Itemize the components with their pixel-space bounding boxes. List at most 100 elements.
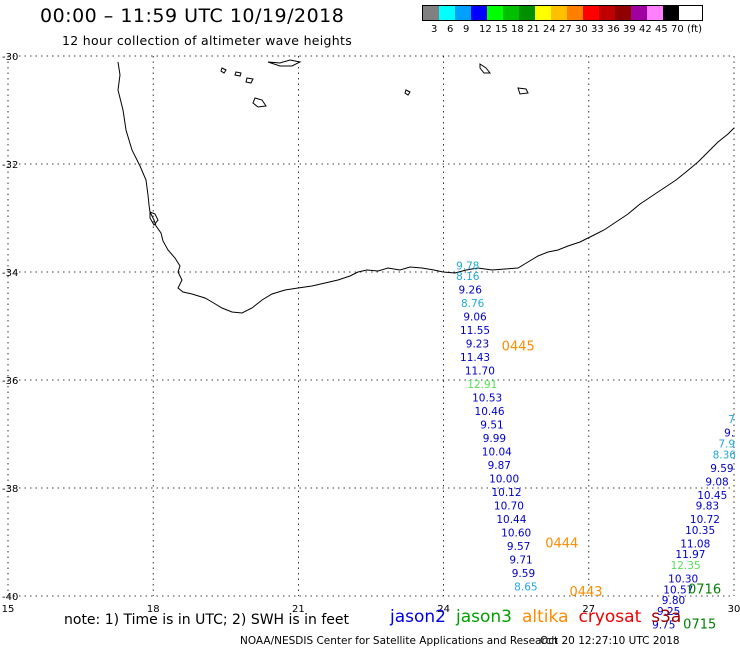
legend-label: 42 — [639, 24, 652, 35]
lat-tick-label: -34 — [2, 268, 18, 279]
swh-reading: 9.75 — [652, 619, 675, 631]
offshore-island-g — [404, 89, 411, 96]
legend-label: 70 — [671, 24, 684, 35]
legend-swatch — [567, 6, 583, 20]
cape-peninsula — [149, 211, 159, 226]
satellite-key-jason3: jason3 — [456, 607, 512, 627]
legend-swatch — [663, 6, 679, 20]
satellite-key-altika: altika — [522, 607, 569, 627]
pass-time-label: 0443 — [569, 585, 602, 600]
legend-label: 27 — [559, 24, 572, 35]
lat-tick-label: -30 — [2, 52, 18, 63]
swh-reading: 11.08 — [680, 538, 710, 550]
legend-label: 33 — [591, 24, 604, 35]
pass-time-label: 0716 — [688, 582, 721, 597]
legend-swatch — [519, 6, 535, 20]
offshore-island-h — [517, 87, 529, 95]
pass-time-label: 0445 — [502, 339, 535, 354]
swh-reading: 10.44 — [496, 514, 526, 526]
swh-reading: 10.46 — [475, 406, 505, 418]
lat-lon-grid: 15 18 21 24 27 30 -30 -32 -34 -36 -38 -40 — [2, 52, 740, 615]
swh-reading: 11.97 — [675, 549, 705, 561]
legend-label: 45 — [655, 24, 668, 35]
swh-reading: 8.76 — [461, 298, 485, 310]
swh-reading: 7 — [728, 414, 735, 426]
pass-time-labels: 0445 0444 0443 0716 0715 — [502, 339, 721, 632]
swh-reading: 10.35 — [685, 525, 715, 537]
lon-tick-label: 30 — [728, 604, 740, 615]
legend-label: 39 — [623, 24, 636, 35]
legend-swatch — [551, 6, 567, 20]
legend-label: 9 — [463, 24, 470, 35]
swh-reading: 9.59 — [512, 568, 535, 580]
offshore-island-e — [267, 59, 302, 67]
lon-tick-label: 27 — [582, 604, 595, 615]
swh-reading: 9.51 — [480, 420, 503, 432]
lon-tick-label: 18 — [147, 604, 160, 615]
swh-reading: 10.72 — [690, 514, 720, 526]
credit-text: NOAA/NESDIS Center for Satellite Applica… — [240, 635, 558, 647]
swh-reading: 10.12 — [491, 487, 521, 499]
swh-reading: 10.53 — [472, 393, 502, 405]
swh-reading: 9.80 — [662, 595, 685, 607]
legend-swatch — [535, 6, 551, 20]
map-title: 00:00 – 11:59 UTC 10/19/2018 — [40, 5, 345, 27]
legend-swatch — [503, 6, 519, 20]
lon-tick-label: 24 — [437, 604, 450, 615]
legend-swatch — [615, 6, 631, 20]
legend-label: 18 — [511, 24, 524, 35]
color-legend: 3 6 9 12 15 18 21 24 27 30 33 36 39 42 45 70 (ft) — [422, 5, 703, 35]
legend-label: 3 — [431, 24, 438, 35]
swh-reading: 9.87 — [488, 460, 511, 472]
legend-swatch — [439, 6, 455, 20]
offshore-island-f — [479, 63, 492, 74]
legend-label: 6 — [447, 24, 454, 35]
swh-reading: 10.00 — [489, 474, 519, 486]
legend-swatch — [647, 6, 663, 20]
lat-tick-label: -36 — [2, 376, 18, 387]
legend-label: 12 — [479, 24, 492, 35]
coastline — [117, 59, 735, 314]
swh-reading: 8.36 — [713, 449, 737, 461]
map-note: note: 1) Time is in UTC; 2) SWH is in fe… — [64, 612, 350, 628]
coastline-path — [117, 61, 735, 314]
legend-label: 30 — [575, 24, 588, 35]
swh-reading: 9.23 — [466, 339, 489, 351]
legend-swatch — [471, 6, 487, 20]
swh-reading: 12.91 — [467, 379, 497, 391]
swh-reading: 9.26 — [459, 285, 483, 297]
swh-reading: 11.55 — [460, 325, 490, 337]
swh-reading: 10.70 — [494, 501, 524, 513]
legend-label: 36 — [607, 24, 620, 35]
legend-label: 15 — [495, 24, 508, 35]
swh-reading: 11.43 — [460, 352, 490, 364]
pass-time-label: 0444 — [545, 536, 578, 551]
offshore-island-a — [220, 67, 227, 74]
legend-swatch — [583, 6, 599, 20]
map-subtitle: 12 hour collection of altimeter wave hei… — [62, 33, 353, 48]
legend-label: 21 — [527, 24, 540, 35]
swh-reading: 11.70 — [465, 366, 495, 378]
swh-reading: 10.04 — [482, 447, 512, 459]
swh-reading: 9.25 — [657, 606, 680, 618]
swh-reading: 8.16 — [456, 271, 480, 283]
swh-reading: 7.9 — [718, 439, 735, 451]
offshore-island-c — [245, 77, 254, 84]
swh-reading: 9.57 — [507, 541, 530, 553]
swh-reading: 9.06 — [463, 312, 487, 324]
swh-reading: 12.35 — [671, 560, 701, 572]
offshore-island-d — [252, 97, 267, 108]
lat-tick-label: -38 — [2, 484, 18, 495]
legend-label: (ft) — [687, 24, 703, 35]
satellite-key: jason2 jason3 altika cryosat s3a — [390, 607, 691, 627]
legend-swatch — [455, 6, 471, 20]
swh-reading: 9.71 — [509, 555, 532, 567]
generated-timestamp: Oct 20 12:27:10 UTC 2018 — [540, 635, 680, 647]
legend-swatch — [423, 6, 439, 20]
swh-reading: 9.59 — [710, 463, 733, 475]
lon-tick-label: 15 — [2, 604, 15, 615]
swh-reading: 10.57 — [663, 584, 693, 596]
legend-swatches — [422, 5, 703, 21]
swh-reading: 10.60 — [501, 528, 531, 540]
